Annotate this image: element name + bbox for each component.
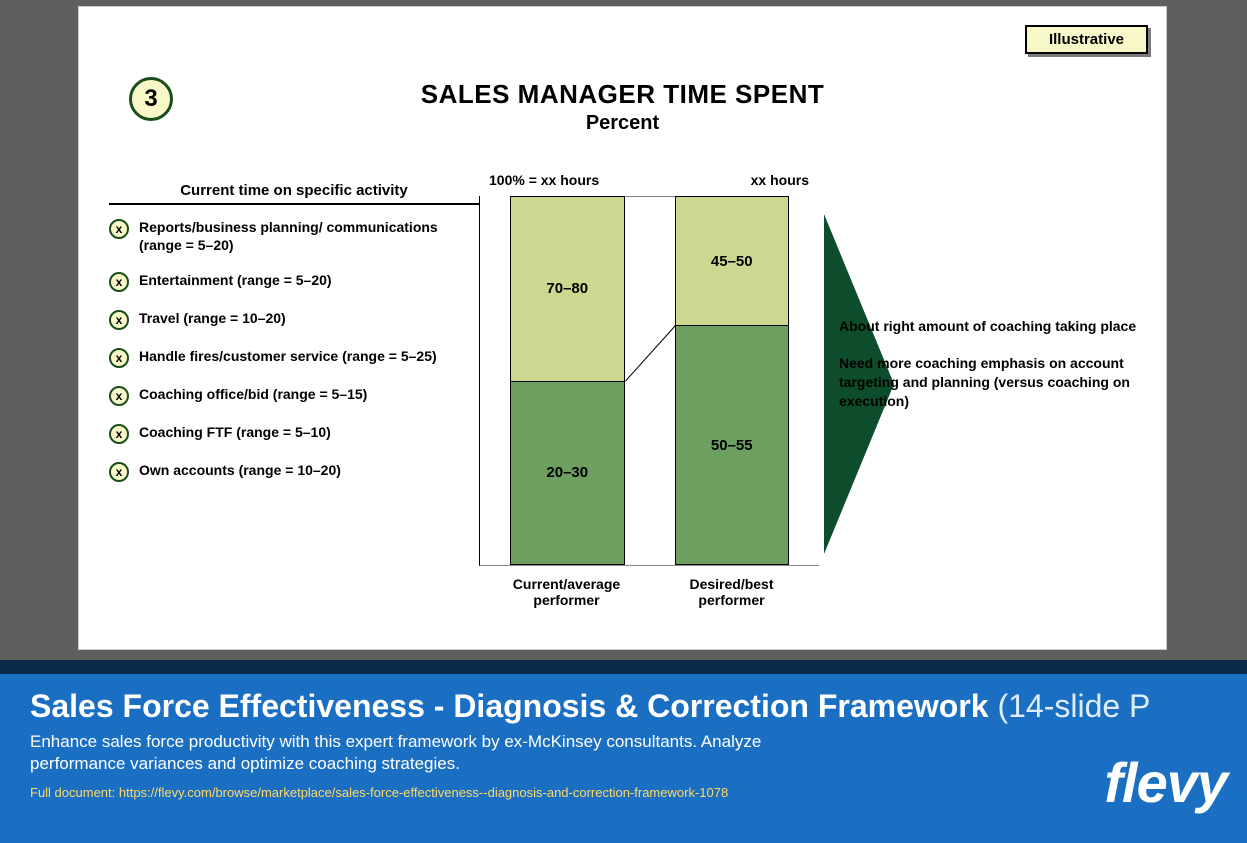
stacked-bar-chart: 100% = xx hours xx hours 70–8020–30 45–50…: [479, 172, 819, 608]
bullet-x-icon: x: [109, 462, 129, 482]
chart-bar-segment: 50–55: [676, 325, 789, 564]
chart-bar-label: Current/averageperformer: [509, 576, 624, 608]
slide-title: SALES MANAGER TIME SPENT: [79, 79, 1166, 110]
footer-description: Enhance sales force productivity with th…: [30, 731, 810, 775]
footer-main: Sales Force Effectiveness - Diagnosis & …: [0, 674, 1247, 843]
footer-source-link[interactable]: Full document: https://flevy.com/browse/…: [30, 785, 1217, 800]
activity-item: x Coaching FTF (range = 5–10): [109, 424, 479, 444]
bullet-x-icon: x: [109, 219, 129, 239]
bullet-x-icon: x: [109, 272, 129, 292]
bullet-x-icon: x: [109, 386, 129, 406]
activity-item: x Coaching office/bid (range = 5–15): [109, 386, 479, 406]
footer-title-text: Sales Force Effectiveness - Diagnosis & …: [30, 688, 989, 724]
activity-item: x Travel (range = 10–20): [109, 310, 479, 330]
illustrative-badge: Illustrative: [1025, 25, 1148, 54]
chart-top-label-right: xx hours: [751, 172, 809, 188]
slide-frame: Illustrative 3 SALES MANAGER TIME SPENT …: [78, 6, 1167, 650]
activity-item-label: Entertainment (range = 5–20): [139, 272, 332, 290]
insight-line-2: Need more coaching emphasis on account t…: [839, 354, 1149, 411]
activity-item: x Handle fires/customer service (range = …: [109, 348, 479, 368]
activity-item: x Entertainment (range = 5–20): [109, 272, 479, 292]
activity-item-label: Handle fires/customer service (range = 5…: [139, 348, 437, 366]
activity-item-label: Coaching office/bid (range = 5–15): [139, 386, 367, 404]
bullet-x-icon: x: [109, 424, 129, 444]
chart-bar-segment: 70–80: [511, 197, 624, 381]
activity-item-label: Travel (range = 10–20): [139, 310, 286, 328]
chart-bar: 45–5050–55: [675, 196, 790, 565]
activity-item: x Reports/business planning/ communicatio…: [109, 219, 479, 254]
chart-bar: 70–8020–30: [510, 196, 625, 565]
chart-bar-segment: 45–50: [676, 197, 789, 325]
insight-line-1: About right amount of coaching taking pl…: [839, 317, 1149, 336]
title-block: SALES MANAGER TIME SPENT Percent: [79, 79, 1166, 135]
chart-top-label-left: 100% = xx hours: [489, 172, 599, 188]
chart-bar-segment: 20–30: [511, 381, 624, 565]
activity-item: x Own accounts (range = 10–20): [109, 462, 479, 482]
activity-item-label: Coaching FTF (range = 5–10): [139, 424, 331, 442]
page-footer: Sales Force Effectiveness - Diagnosis & …: [0, 660, 1247, 843]
activity-item-label: Reports/business planning/ communication…: [139, 219, 479, 254]
insight-text: About right amount of coaching taking pl…: [839, 317, 1149, 429]
bullet-x-icon: x: [109, 310, 129, 330]
activity-list-header: Current time on specific activity: [109, 182, 479, 205]
bullet-x-icon: x: [109, 348, 129, 368]
footer-title: Sales Force Effectiveness - Diagnosis & …: [30, 688, 1217, 725]
activity-item-label: Own accounts (range = 10–20): [139, 462, 341, 480]
activity-list: Current time on specific activity x Repor…: [109, 182, 479, 500]
footer-title-suffix: (14-slide P: [989, 688, 1151, 724]
footer-accent-bar: [0, 660, 1247, 674]
flevy-logo: flevy: [1104, 750, 1227, 815]
slide-subtitle: Percent: [79, 112, 1166, 135]
chart-bar-label: Desired/bestperformer: [674, 576, 789, 608]
